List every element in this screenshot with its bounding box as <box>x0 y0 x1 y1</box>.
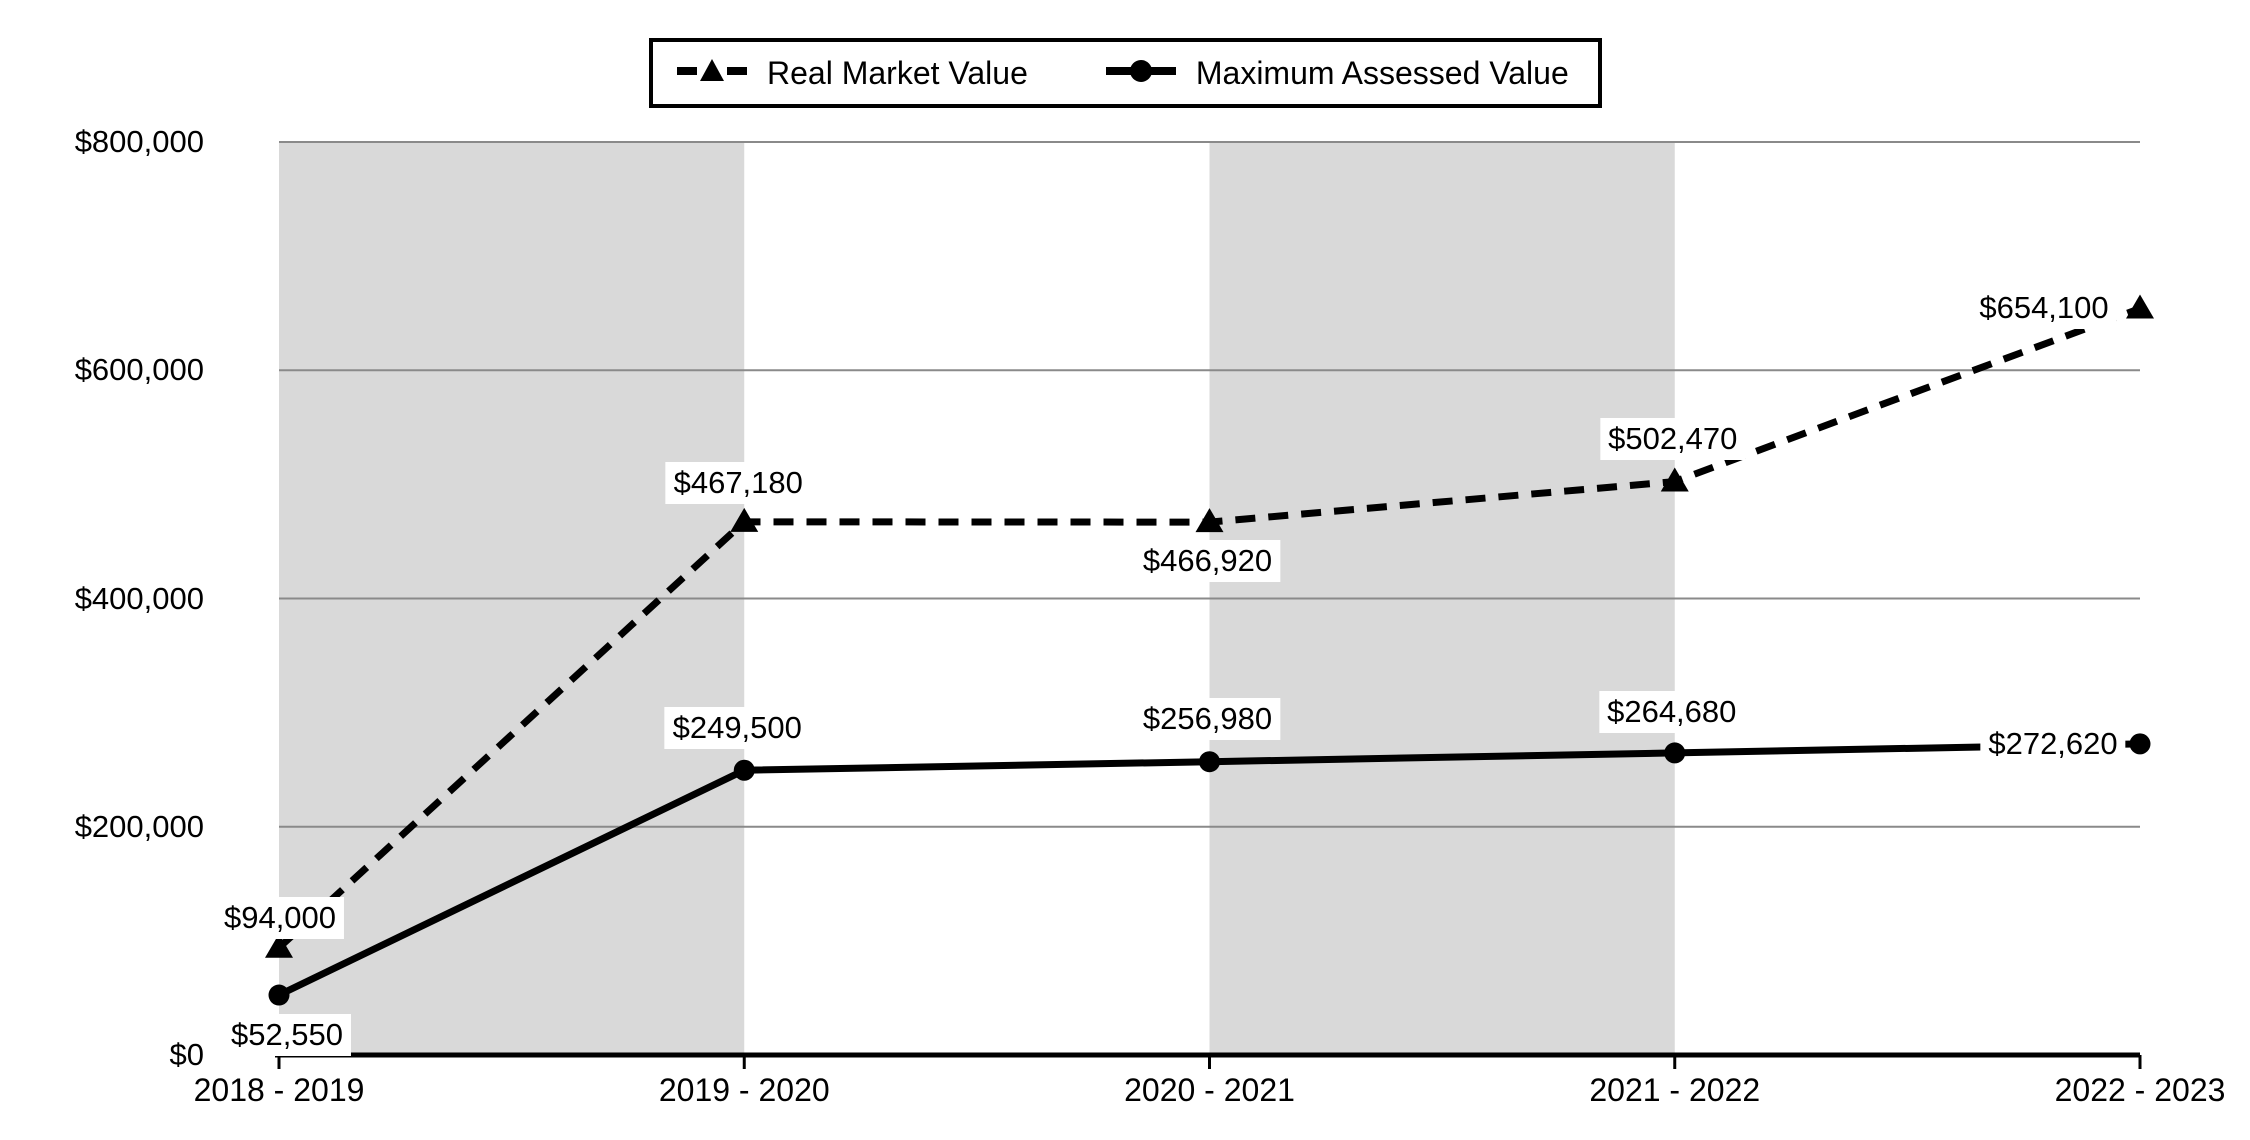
x-axis-tick-label: 2022 - 2023 <box>2054 1072 2226 1108</box>
data-label: $249,500 <box>664 707 810 750</box>
legend-item-maximum-assessed-value: Maximum Assessed Value <box>1105 54 1569 93</box>
dashed-line-triangle-marker-icon <box>677 54 747 93</box>
triangle-marker <box>1660 467 1689 492</box>
x-axis-tick-label: 2018 - 2019 <box>193 1072 365 1108</box>
legend: Real Market Value Maximum Assessed Value <box>649 38 1602 108</box>
circle-marker <box>1664 742 1686 764</box>
data-label: $502,470 <box>1600 417 1746 460</box>
circle-marker <box>2129 733 2151 755</box>
y-axis-tick-label: $800,000 <box>74 124 204 159</box>
y-axis-tick-label: $600,000 <box>74 352 204 388</box>
data-label: $94,000 <box>215 896 345 939</box>
circle-marker <box>268 984 290 1006</box>
legend-item-real-market-value: Real Market Value <box>677 54 1028 93</box>
data-label: $256,980 <box>1134 697 1281 740</box>
solid-line-circle-marker-icon <box>1105 54 1176 93</box>
y-axis-tick-label: $0 <box>169 1037 204 1072</box>
y-axis-tick-label: $200,000 <box>74 808 204 844</box>
triangle-marker <box>265 933 293 958</box>
circle-marker <box>1199 751 1220 773</box>
data-label: $264,680 <box>1599 690 1745 733</box>
data-label: $52,550 <box>222 1014 352 1057</box>
legend-label-maximum-assessed-value: Maximum Assessed Value <box>1195 54 1569 91</box>
x-axis-tick-label: 2019 - 2020 <box>658 1072 830 1108</box>
circle-marker <box>733 759 755 781</box>
triangle-marker <box>730 507 759 532</box>
data-label: $272,620 <box>1980 722 2126 765</box>
y-axis-tick-label: $400,000 <box>74 580 204 616</box>
x-axis-tick-label: 2020 - 2021 <box>1124 1072 1295 1108</box>
data-label: $467,180 <box>665 461 811 504</box>
triangle-marker <box>2126 294 2154 319</box>
x-axis-tick-label: 2021 - 2022 <box>1589 1072 1761 1108</box>
triangle-marker <box>1195 508 1224 533</box>
data-label: $654,100 <box>1971 286 2117 329</box>
legend-label-real-market-value: Real Market Value <box>767 54 1028 91</box>
data-label: $466,920 <box>1134 540 1281 583</box>
